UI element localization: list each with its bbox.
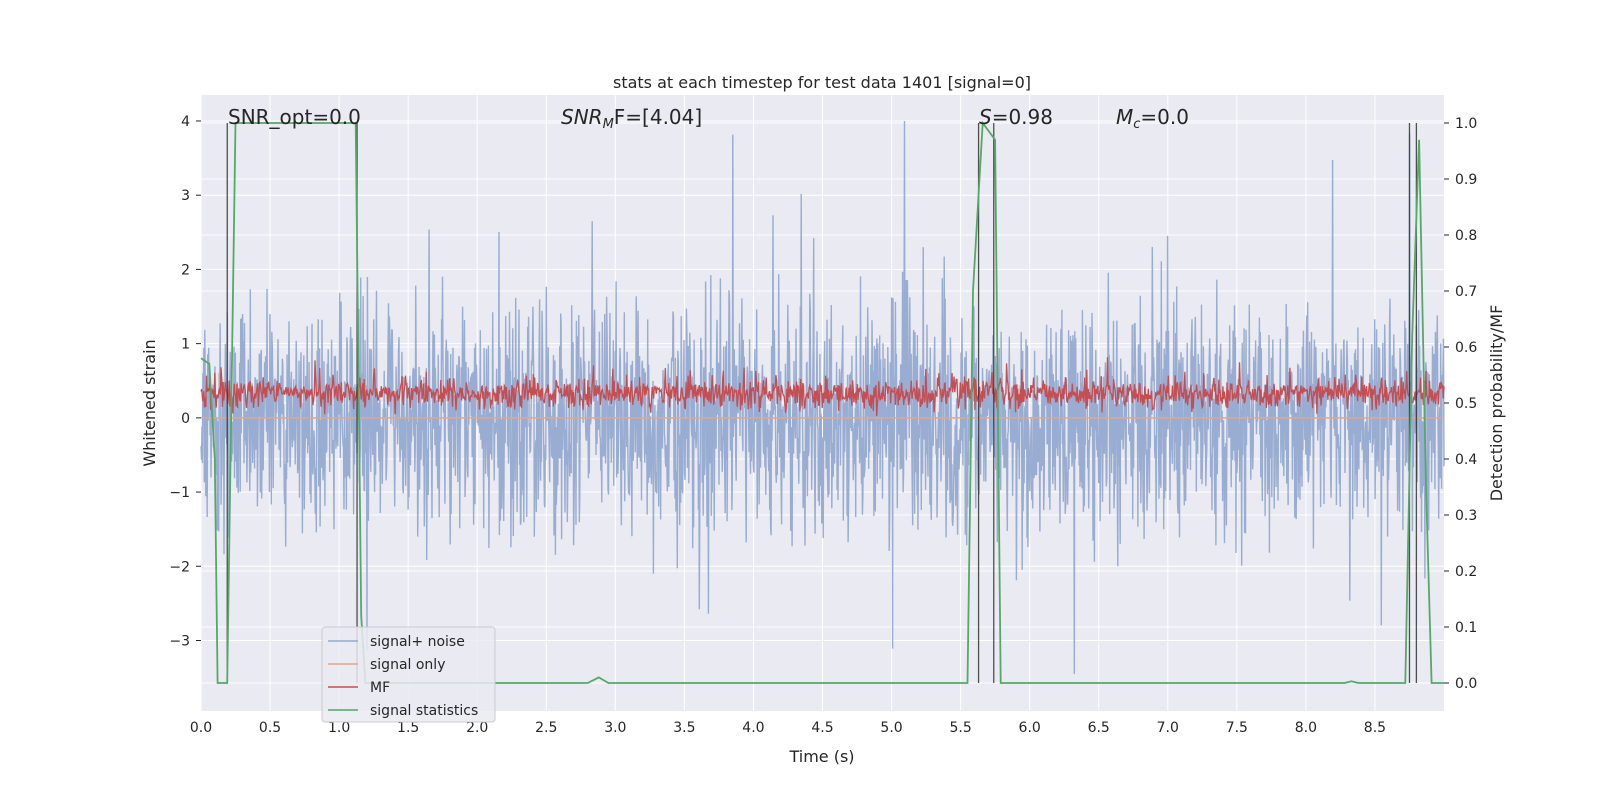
x-axis-label: Time (s)	[788, 747, 854, 766]
annotation-mc: Mc=0.0	[1116, 105, 1189, 132]
signal-noise-series	[200, 120, 1445, 675]
x-tick-label: 2.0	[466, 720, 488, 736]
x-tick-label: 3.0	[604, 720, 626, 736]
legend-label-mf: MF	[370, 680, 390, 696]
x-tick-label: 8.0	[1295, 720, 1317, 736]
x-tick-label: 7.5	[1226, 720, 1248, 736]
annotation-snr-opt: SNR_opt=0.0	[228, 105, 361, 129]
legend: signal+ noise signal only MF signal stat…	[321, 626, 496, 723]
annotation-s-base: S	[979, 105, 992, 129]
mf-line	[200, 357, 1445, 417]
y-tick-label: −3	[169, 633, 190, 649]
annotation-snr-mf-sub: M	[603, 117, 614, 132]
y-tick-label: 2	[181, 262, 190, 278]
y-tick-label: −1	[169, 485, 190, 501]
signal-statistics-line	[200, 120, 1444, 684]
x-tick-label: 0.5	[259, 720, 281, 736]
x-tick-labels: 0.0 0.5 1.0 1.5 2.0 2.5 3.0 3.5 4.0 4.5 5.0 5.5 6.0 6…	[190, 720, 1386, 736]
x-tick-label: 1.0	[328, 720, 350, 736]
legend-label-signal-only: signal only	[370, 657, 445, 673]
legend-label-signal-noise: signal+ noise	[370, 634, 465, 650]
signal-noise-line	[200, 120, 1445, 675]
x-tick-label: 6.5	[1088, 720, 1110, 736]
x-tick-label: 5.5	[949, 720, 971, 736]
annotation-mc-sub: c	[1133, 117, 1140, 132]
y-tick-label: 3	[181, 188, 190, 204]
y-tick-label: 4	[181, 114, 190, 130]
y2-axis-label: Detection probability/MF	[1487, 305, 1506, 502]
y2-tick-label: 0.5	[1455, 396, 1477, 412]
x-tick-label: 6.0	[1019, 720, 1041, 736]
x-tick-label: 1.5	[397, 720, 419, 736]
y2-tick-label: 0.1	[1455, 620, 1477, 636]
annotation-snr-mf-base: SNR	[561, 105, 603, 129]
y2-tick-label: 0.8	[1455, 228, 1477, 244]
annotation-mc-base: M	[1116, 105, 1133, 129]
y2-tick-label: 0.3	[1455, 508, 1477, 524]
annotation-mc-rest: =0.0	[1140, 105, 1189, 129]
x-tick-label: 4.0	[742, 720, 764, 736]
y-tick-label: 0	[181, 411, 190, 427]
signal-statistics-series	[200, 120, 1444, 684]
y2-tick-label: 0.0	[1455, 676, 1477, 692]
y2-tick-label: 0.2	[1455, 564, 1477, 580]
mf-series	[200, 357, 1445, 417]
y2-tick-labels: 1.0 0.9 0.8 0.7 0.6 0.5 0.4 0.3 0.2 0.1 0.0	[1444, 116, 1477, 692]
x-tick-label: 8.5	[1364, 720, 1386, 736]
x-tick-label: 2.5	[535, 720, 557, 736]
x-tick-label: 7.0	[1157, 720, 1179, 736]
annotation-snr-mf-rest: F=[4.04]	[614, 105, 702, 129]
x-tick-label: 5.0	[880, 720, 902, 736]
y2-tick-label: 1.0	[1455, 116, 1477, 132]
annotation-s-rest: =0.98	[992, 105, 1053, 129]
chart-title: stats at each timestep for test data 140…	[613, 73, 1031, 92]
x-tick-label: 0.0	[190, 720, 212, 736]
y2-tick-label: 0.6	[1455, 340, 1477, 356]
x-tick-label: 3.5	[673, 720, 695, 736]
y2-tick-label: 0.7	[1455, 284, 1477, 300]
y2-tick-label: 0.9	[1455, 172, 1477, 188]
y-tick-label: 1	[181, 337, 190, 353]
y-tick-label: −2	[169, 559, 190, 575]
y-tick-labels: 4 3 2 1 0 −1 −2 −3	[169, 114, 201, 649]
y2-tick-label: 0.4	[1455, 452, 1477, 468]
legend-label-signal-statistics: signal statistics	[370, 703, 478, 719]
y-axis-label: Whitened strain	[140, 339, 159, 466]
annotation-snr-mf: SNRMF=[4.04]	[561, 105, 702, 132]
x-tick-label: 4.5	[811, 720, 833, 736]
legend-box	[321, 626, 496, 723]
annotation-s: S=0.98	[979, 105, 1053, 129]
